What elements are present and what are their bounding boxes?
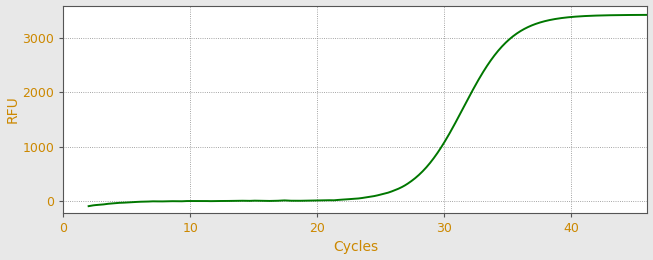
Y-axis label: RFU: RFU [6,95,20,123]
X-axis label: Cycles: Cycles [333,240,378,255]
